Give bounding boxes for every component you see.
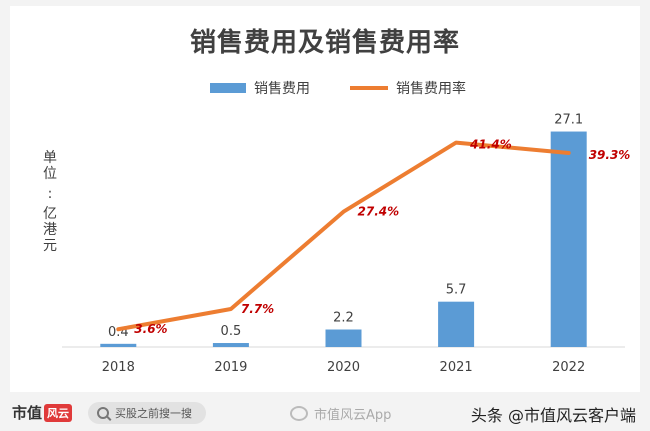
source-credit: 头条 @市值风云客户端 <box>470 406 636 425</box>
x-tick-label: 2020 <box>327 360 360 375</box>
chart-card <box>10 6 640 392</box>
y-axis-label-char: 位 <box>43 166 57 182</box>
legend-swatch-line <box>350 86 388 90</box>
bar <box>325 329 362 347</box>
weibo-watermark: 市值风云App <box>290 404 391 423</box>
logo-text: 市值 <box>12 404 43 422</box>
y-axis-label-char: 港 <box>43 222 57 238</box>
line-value-label: 3.6% <box>134 322 167 336</box>
brand-logo[interactable]: 市值 风云 <box>12 402 73 423</box>
search-box[interactable]: 买股之前搜一搜 <box>88 402 206 424</box>
bar-value-label: 27.1 <box>554 113 583 128</box>
legend-label-bar: 销售费用 <box>254 81 310 97</box>
footer-bar: 市值 风云 买股之前搜一搜 市值风云App 头条 @市值风云客户端 <box>0 394 650 431</box>
legend: 销售费用 销售费用率 <box>210 78 506 98</box>
bar <box>550 131 587 347</box>
bar-value-label: 5.7 <box>446 283 467 298</box>
y-axis-label-char: 元 <box>43 238 57 254</box>
legend-label-line: 销售费用率 <box>396 81 466 97</box>
search-icon <box>97 407 109 419</box>
bar <box>100 343 137 347</box>
line-series <box>116 140 571 332</box>
legend-item-line: 销售费用率 <box>350 78 466 98</box>
logo-badge: 风云 <box>44 403 73 422</box>
legend-swatch-bar <box>210 83 246 93</box>
line-value-label: 39.3% <box>589 148 631 162</box>
line-value-label: 41.4% <box>469 138 512 152</box>
x-tick-label: 2022 <box>552 360 585 375</box>
weibo-icon <box>290 406 308 421</box>
line-value-label: 27.4% <box>358 205 400 219</box>
line-value-label: 7.7% <box>241 302 274 316</box>
y-axis-label-char: 亿 <box>43 206 57 222</box>
x-tick-label: 2021 <box>440 360 473 375</box>
search-text: 买股之前搜一搜 <box>115 407 192 420</box>
bar <box>438 301 475 347</box>
bar <box>212 343 249 347</box>
y-axis-label-char: : <box>47 186 53 202</box>
legend-item-bar: 销售费用 <box>210 78 310 98</box>
x-tick-label: 2018 <box>102 360 135 375</box>
chart-title: 销售费用及销售费用率 <box>189 28 460 58</box>
y-axis-label-char: 单 <box>43 150 57 166</box>
bar-value-label: 2.2 <box>333 311 354 326</box>
y-axis-label: 单 位 : 亿 港 元 <box>40 150 60 254</box>
bar-value-label: 0.5 <box>221 324 242 339</box>
x-tick-label: 2019 <box>214 360 247 375</box>
weibo-text: 市值风云App <box>314 408 392 423</box>
